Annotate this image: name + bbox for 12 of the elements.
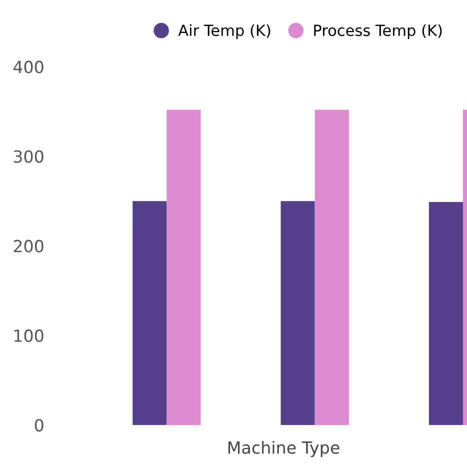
- y-tick-label: 400: [13, 60, 44, 74]
- y-tick-label: 300: [14, 150, 44, 163]
- bar: [132, 201, 167, 425]
- bar: [280, 201, 315, 425]
- x-axis-title: Machine Type: [228, 440, 340, 458]
- bar: [166, 110, 201, 425]
- bar: [314, 110, 349, 425]
- legend-label: Process Temp (K): [314, 24, 442, 40]
- y-tick-label: 200: [14, 240, 44, 252]
- y-tick-label: 100: [14, 329, 44, 342]
- legend-label: Air Temp (K): [178, 24, 270, 40]
- y-tick-label: 0: [34, 418, 44, 432]
